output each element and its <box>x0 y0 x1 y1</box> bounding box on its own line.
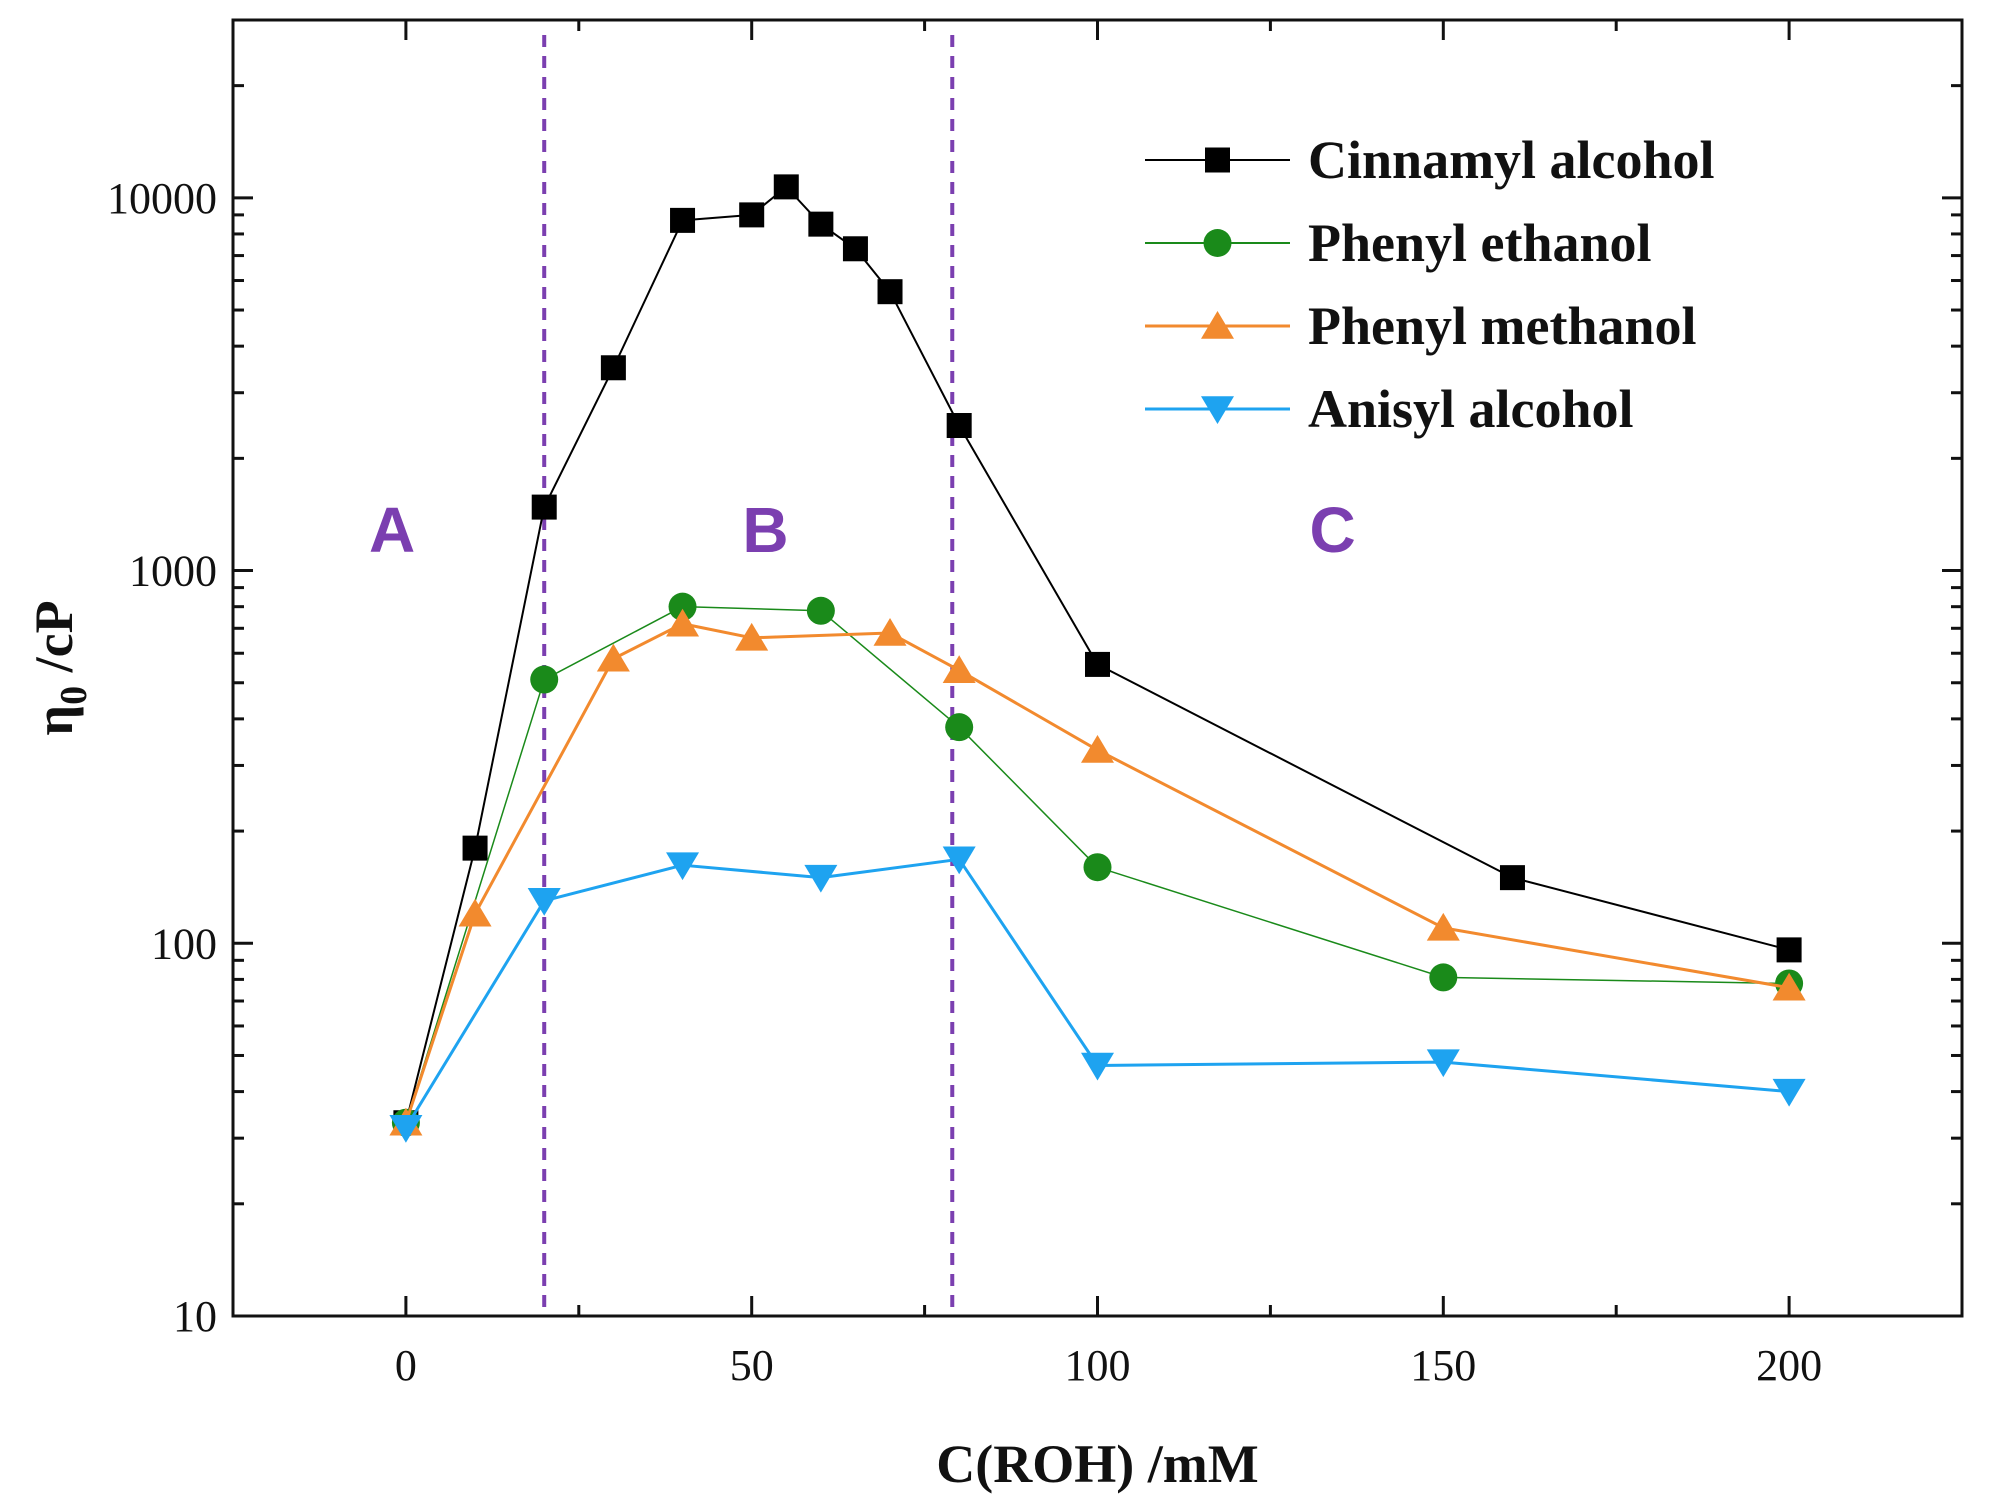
y-tick-label: 10000 <box>107 174 217 223</box>
axis-ticks <box>231 18 1964 1318</box>
data-point-anisyl-alcohol <box>666 852 700 881</box>
data-point-anisyl-alcohol <box>527 888 561 916</box>
y-tick-label: 100 <box>151 919 217 968</box>
x-tick-label: 200 <box>1756 1341 1822 1390</box>
data-point-phenyl-ethanol <box>806 596 835 625</box>
data-point-anisyl-alcohol <box>1081 1052 1114 1081</box>
y-tick-label: 10 <box>173 1292 217 1341</box>
legend-marker-anisyl-alcohol <box>1201 396 1234 424</box>
data-point-cinnamyl-alcohol <box>531 494 557 520</box>
x-axis-title: C(ROH) /mM <box>936 1434 1258 1494</box>
series-line-anisyl-alcohol <box>404 857 1790 1129</box>
data-point-anisyl-alcohol <box>804 864 838 893</box>
data-point-cinnamyl-alcohol <box>1499 865 1525 891</box>
x-tick-label: 150 <box>1410 1341 1476 1390</box>
data-point-cinnamyl-alcohol <box>946 413 972 439</box>
data-point-anisyl-alcohol <box>942 846 976 875</box>
data-point-phenyl-methanol <box>735 622 769 651</box>
data-point-phenyl-ethanol <box>530 665 559 694</box>
data-point-cinnamyl-alcohol <box>877 279 903 305</box>
legend-item-anisyl-alcohol: Anisyl alcohol <box>1145 379 1634 439</box>
y-axis-title-main: η <box>24 705 84 736</box>
data-point-cinnamyl-alcohol <box>739 202 765 228</box>
x-tick-label: 50 <box>730 1341 774 1390</box>
legend-item-phenyl-methanol: Phenyl methanol <box>1145 296 1697 356</box>
data-point-phenyl-ethanol <box>1083 853 1112 882</box>
x-tick-label: 0 <box>395 1341 417 1390</box>
y-axis-title-unit: /cP <box>24 600 84 685</box>
series-layer <box>389 174 1806 1143</box>
region-label-C: C <box>1310 494 1356 566</box>
legend-item-cinnamyl-alcohol: Cinnamyl alcohol <box>1145 130 1715 190</box>
legend-marker-phenyl-methanol <box>1201 311 1234 339</box>
legend-item-phenyl-ethanol: Phenyl ethanol <box>1145 213 1652 273</box>
data-point-phenyl-methanol <box>1081 735 1114 763</box>
data-point-cinnamyl-alcohol <box>842 236 868 262</box>
series-line-cinnamyl-alcohol <box>404 185 1790 1123</box>
region-labels: A B C <box>369 494 1356 566</box>
data-point-cinnamyl-alcohol <box>1085 651 1110 677</box>
data-point-phenyl-methanol <box>458 898 492 927</box>
y-axis-title: η0 /cP <box>24 600 95 735</box>
data-point-phenyl-methanol <box>1772 972 1806 1001</box>
data-point-cinnamyl-alcohol <box>808 211 834 237</box>
data-point-phenyl-methanol <box>1426 912 1460 941</box>
legend-label-phenyl-methanol: Phenyl methanol <box>1308 296 1697 356</box>
data-point-cinnamyl-alcohol <box>600 355 626 381</box>
data-point-phenyl-methanol <box>596 643 630 672</box>
legend: Cinnamyl alcohol Phenyl ethanol Phenyl met… <box>1145 130 1715 439</box>
data-point-phenyl-methanol <box>873 617 907 646</box>
legend-label-cinnamyl-alcohol: Cinnamyl alcohol <box>1308 130 1715 190</box>
data-point-phenyl-ethanol <box>668 592 697 621</box>
y-axis-title-subscript: 0 <box>53 686 95 705</box>
legend-label-phenyl-ethanol: Phenyl ethanol <box>1308 213 1652 273</box>
series-anisyl-alcohol <box>389 846 1806 1143</box>
data-point-anisyl-alcohol <box>1772 1078 1806 1107</box>
legend-label-anisyl-alcohol: Anisyl alcohol <box>1308 379 1634 439</box>
series-line-phenyl-methanol <box>404 622 1790 1124</box>
y-tick-label: 1000 <box>129 547 217 596</box>
data-point-cinnamyl-alcohol <box>1776 937 1802 963</box>
x-tick-label: 100 <box>1065 1341 1131 1390</box>
region-label-A: A <box>369 494 415 566</box>
legend-marker-phenyl-ethanol <box>1203 229 1232 257</box>
data-point-phenyl-ethanol <box>945 713 974 742</box>
data-point-cinnamyl-alcohol <box>462 835 488 861</box>
data-point-anisyl-alcohol <box>1426 1049 1460 1078</box>
axis-tick-labels: 0 50 100 150 200 10 100 1000 10000 <box>107 174 1822 1390</box>
legend-marker-cinnamyl-alcohol <box>1205 147 1230 173</box>
data-point-cinnamyl-alcohol <box>773 174 799 200</box>
data-point-anisyl-alcohol <box>389 1114 423 1143</box>
data-point-phenyl-methanol <box>942 655 976 684</box>
data-point-phenyl-methanol <box>666 608 700 637</box>
data-point-phenyl-ethanol <box>1429 963 1458 992</box>
region-label-B: B <box>742 494 788 566</box>
data-point-cinnamyl-alcohol <box>670 207 696 233</box>
series-line-phenyl-ethanol <box>405 605 1790 1123</box>
